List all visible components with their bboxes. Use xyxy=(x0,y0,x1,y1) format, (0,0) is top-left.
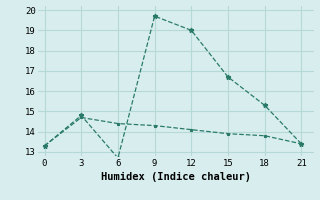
X-axis label: Humidex (Indice chaleur): Humidex (Indice chaleur) xyxy=(101,172,251,182)
